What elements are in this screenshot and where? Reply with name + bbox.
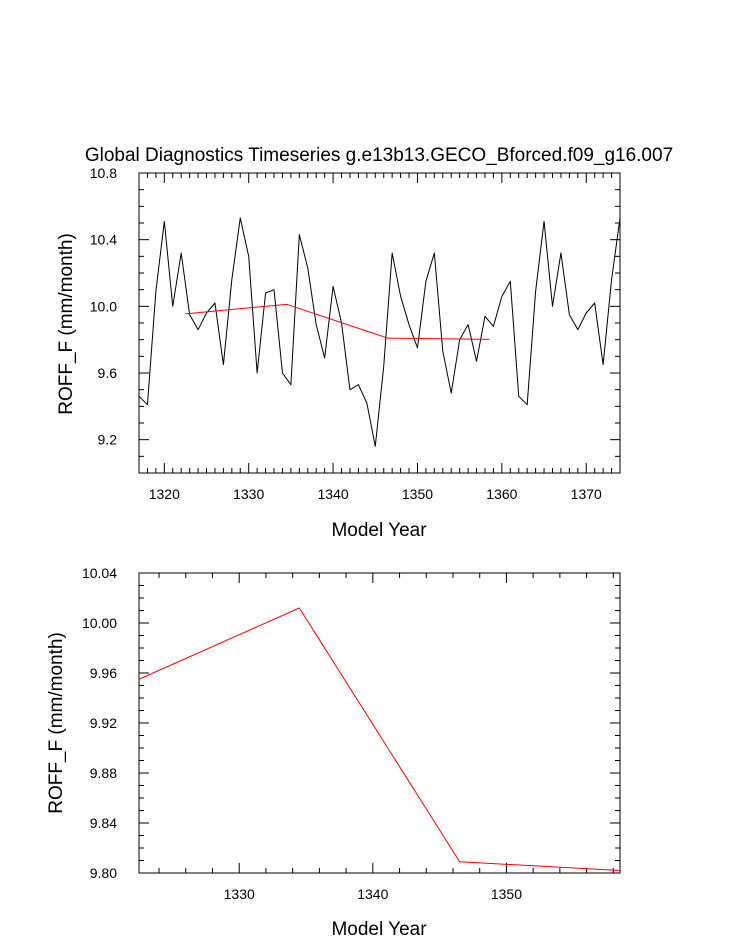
x-tick-label: 1330: [224, 886, 255, 902]
y-tick-label: 10.0: [90, 298, 117, 314]
x-axis-label: Model Year: [331, 919, 427, 940]
x-tick-label: 1350: [402, 486, 433, 502]
y-tick-label: 9.80: [90, 865, 117, 881]
running-mean-line: [138, 607, 621, 871]
y-tick-label: 10.00: [82, 615, 117, 631]
plot-frame: [138, 172, 621, 474]
y-tick-label: 9.88: [90, 765, 117, 781]
x-tick-label: 1330: [233, 486, 264, 502]
timeseries-panel: Global Diagnostics Timeseries g.e13b13.G…: [56, 145, 673, 541]
running-mean-panel: 1330 1340 1350 9.80 9.84 9.88 9.92 9.96 10.00 10.…: [46, 565, 621, 940]
x-tick-label: 1350: [491, 886, 522, 902]
y-tick-label: 9.96: [90, 665, 117, 681]
x-tick-label: 1340: [318, 486, 349, 502]
annual-series-line: [138, 217, 621, 447]
chart-title: Global Diagnostics Timeseries g.e13b13.G…: [85, 145, 673, 166]
y-tick-label: 9.6: [98, 365, 118, 381]
x-axis-label: Model Year: [331, 520, 427, 541]
y-tick-label: 10.4: [90, 232, 117, 248]
y-tick-label: 9.92: [90, 715, 117, 731]
y-tick-label: 10.04: [82, 565, 117, 581]
x-tick-label: 1370: [571, 486, 602, 502]
y-axis-label: ROFF_F (mm/month): [46, 632, 67, 814]
x-tick-label: 1360: [486, 486, 517, 502]
x-tick-label: 1340: [357, 886, 388, 902]
plot-area: 1320 1330 1340 1350 1360 1370 9.2 9.6 10.0 10.4 10…: [90, 165, 621, 502]
x-tick-label: 1320: [149, 486, 180, 502]
plot-frame: [138, 572, 621, 874]
y-tick-label: 9.84: [90, 815, 117, 831]
plot-area: 1330 1340 1350 9.80 9.84 9.88 9.92 9.96 10.00 10.…: [82, 565, 621, 902]
running-mean-line: [185, 303, 490, 340]
y-tick-label: 10.8: [90, 165, 117, 181]
y-tick-label: 9.2: [98, 432, 118, 448]
y-axis-label: ROFF_F (mm/month): [56, 233, 77, 415]
